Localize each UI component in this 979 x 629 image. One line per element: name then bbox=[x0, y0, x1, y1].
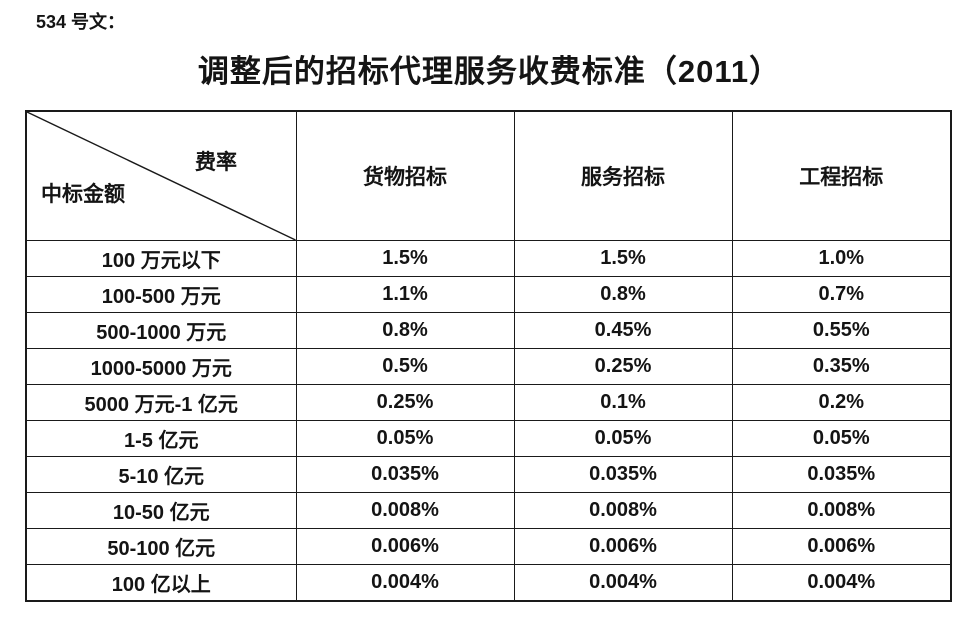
rate-cell: 0.006% bbox=[295, 528, 515, 565]
table-row: 100 万元以下 1.5% 1.5% 1.0% bbox=[25, 240, 952, 277]
rate-cell: 1.1% bbox=[295, 276, 515, 313]
rate-cell: 0.004% bbox=[513, 564, 733, 602]
column-header-goods: 货物招标 bbox=[295, 110, 515, 241]
column-header-services: 服务招标 bbox=[513, 110, 733, 241]
rate-cell: 0.035% bbox=[295, 456, 515, 493]
table-row: 5000 万元-1 亿元 0.25% 0.1% 0.2% bbox=[25, 384, 952, 421]
corner-rate-label: 费率 bbox=[195, 151, 237, 174]
rate-cell: 0.25% bbox=[513, 348, 733, 385]
rate-cell: 0.05% bbox=[295, 420, 515, 457]
table-row: 1-5 亿元 0.05% 0.05% 0.05% bbox=[25, 420, 952, 457]
table-row: 100 亿以上 0.004% 0.004% 0.004% bbox=[25, 564, 952, 602]
rate-cell: 1.5% bbox=[513, 240, 733, 277]
amount-cell: 1-5 亿元 bbox=[25, 420, 297, 457]
rate-cell: 0.7% bbox=[731, 276, 952, 313]
amount-cell: 50-100 亿元 bbox=[25, 528, 297, 565]
amount-cell: 500-1000 万元 bbox=[25, 312, 297, 349]
table-row: 500-1000 万元 0.8% 0.45% 0.55% bbox=[25, 312, 952, 349]
rate-cell: 0.1% bbox=[513, 384, 733, 421]
rate-cell: 0.8% bbox=[513, 276, 733, 313]
rate-cell: 0.35% bbox=[731, 348, 952, 385]
rate-cell: 0.05% bbox=[731, 420, 952, 457]
table-row: 10-50 亿元 0.008% 0.008% 0.008% bbox=[25, 492, 952, 529]
corner-header-cell: 费率 中标金额 bbox=[25, 110, 297, 241]
rate-cell: 0.035% bbox=[731, 456, 952, 493]
rate-cell: 0.004% bbox=[295, 564, 515, 602]
amount-cell: 1000-5000 万元 bbox=[25, 348, 297, 385]
rate-cell: 0.25% bbox=[295, 384, 515, 421]
rate-cell: 0.008% bbox=[295, 492, 515, 529]
table-row: 100-500 万元 1.1% 0.8% 0.7% bbox=[25, 276, 952, 313]
table-row: 5-10 亿元 0.035% 0.035% 0.035% bbox=[25, 456, 952, 493]
corner-box: 费率 中标金额 bbox=[27, 112, 296, 240]
table-row: 1000-5000 万元 0.5% 0.25% 0.35% bbox=[25, 348, 952, 385]
amount-cell: 100 亿以上 bbox=[25, 564, 297, 602]
corner-amount-label: 中标金额 bbox=[41, 183, 125, 206]
rate-cell: 0.008% bbox=[731, 492, 952, 529]
amount-cell: 5-10 亿元 bbox=[25, 456, 297, 493]
rate-cell: 0.035% bbox=[513, 456, 733, 493]
rate-cell: 0.45% bbox=[513, 312, 733, 349]
rate-cell: 0.8% bbox=[295, 312, 515, 349]
diagonal-line bbox=[27, 112, 296, 240]
rate-cell: 0.55% bbox=[731, 312, 952, 349]
doc-number-label: 534 号文： bbox=[36, 12, 126, 32]
table-header-row: 费率 中标金额 货物招标 服务招标 工程招标 bbox=[25, 110, 952, 241]
fee-standard-table: 费率 中标金额 货物招标 服务招标 工程招标 100 万元以下 1.5% 1.5… bbox=[25, 110, 952, 602]
rate-cell: 0.5% bbox=[295, 348, 515, 385]
rate-cell: 1.5% bbox=[295, 240, 515, 277]
amount-cell: 100 万元以下 bbox=[25, 240, 297, 277]
amount-cell: 5000 万元-1 亿元 bbox=[25, 384, 297, 421]
amount-cell: 10-50 亿元 bbox=[25, 492, 297, 529]
rate-cell: 0.004% bbox=[731, 564, 952, 602]
table-row: 50-100 亿元 0.006% 0.006% 0.006% bbox=[25, 528, 952, 565]
rate-cell: 0.008% bbox=[513, 492, 733, 529]
column-header-engineering: 工程招标 bbox=[731, 110, 952, 241]
rate-cell: 0.006% bbox=[513, 528, 733, 565]
amount-cell: 100-500 万元 bbox=[25, 276, 297, 313]
document-title: 调整后的招标代理服务收费标准（2011） bbox=[197, 54, 782, 89]
rate-cell: 0.006% bbox=[731, 528, 952, 565]
rate-cell: 0.05% bbox=[513, 420, 733, 457]
rate-cell: 0.2% bbox=[731, 384, 952, 421]
rate-cell: 1.0% bbox=[731, 240, 952, 277]
